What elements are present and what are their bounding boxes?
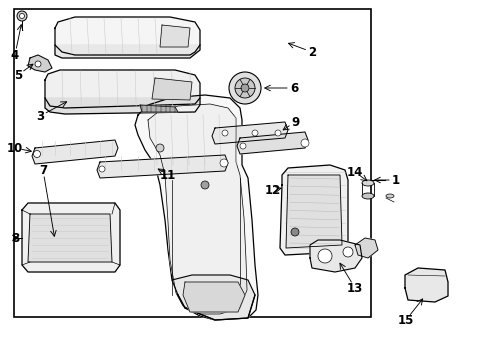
Circle shape [201, 181, 208, 189]
Circle shape [20, 14, 24, 18]
Polygon shape [32, 140, 118, 164]
Polygon shape [172, 275, 254, 320]
Circle shape [251, 130, 258, 136]
Circle shape [222, 130, 227, 136]
Circle shape [17, 11, 27, 21]
Polygon shape [55, 17, 200, 55]
Text: 10: 10 [7, 141, 23, 154]
Polygon shape [280, 165, 347, 255]
Polygon shape [309, 240, 361, 272]
Circle shape [240, 143, 245, 149]
Text: 13: 13 [346, 282, 363, 294]
Circle shape [235, 78, 254, 98]
Circle shape [220, 159, 227, 167]
Text: 7: 7 [39, 163, 47, 176]
Circle shape [99, 166, 105, 172]
Polygon shape [212, 122, 287, 144]
Polygon shape [140, 105, 178, 112]
Polygon shape [45, 70, 200, 108]
Circle shape [301, 139, 308, 147]
Text: 11: 11 [160, 168, 176, 181]
Circle shape [156, 144, 163, 152]
Text: 14: 14 [346, 166, 363, 179]
Polygon shape [237, 132, 307, 154]
Polygon shape [160, 25, 190, 47]
Ellipse shape [385, 194, 393, 198]
Polygon shape [178, 295, 254, 320]
Polygon shape [55, 45, 200, 58]
Text: 3: 3 [36, 109, 44, 122]
Polygon shape [404, 268, 447, 302]
Text: 5: 5 [14, 68, 22, 81]
Circle shape [274, 130, 281, 136]
Text: 4: 4 [11, 49, 19, 62]
Text: 12: 12 [264, 184, 281, 197]
Circle shape [241, 84, 248, 92]
Polygon shape [354, 238, 377, 258]
Polygon shape [22, 203, 120, 272]
Polygon shape [148, 104, 246, 314]
Polygon shape [135, 95, 258, 320]
Text: 6: 6 [289, 81, 298, 95]
Text: 9: 9 [290, 116, 299, 129]
Circle shape [35, 61, 41, 67]
Polygon shape [45, 98, 200, 114]
Polygon shape [28, 55, 52, 72]
Polygon shape [152, 78, 192, 100]
Circle shape [317, 249, 331, 263]
Ellipse shape [361, 193, 373, 199]
Text: 2: 2 [307, 45, 315, 59]
Bar [14, 9, 370, 317]
Text: 1: 1 [391, 174, 399, 186]
Text: 15: 15 [397, 314, 413, 327]
Polygon shape [183, 282, 244, 312]
Circle shape [342, 247, 352, 257]
Polygon shape [97, 155, 227, 178]
Polygon shape [285, 175, 341, 248]
Polygon shape [28, 214, 112, 262]
Circle shape [290, 228, 298, 236]
Circle shape [34, 150, 41, 158]
Ellipse shape [361, 180, 373, 186]
Text: 8: 8 [11, 231, 19, 244]
Circle shape [228, 72, 261, 104]
